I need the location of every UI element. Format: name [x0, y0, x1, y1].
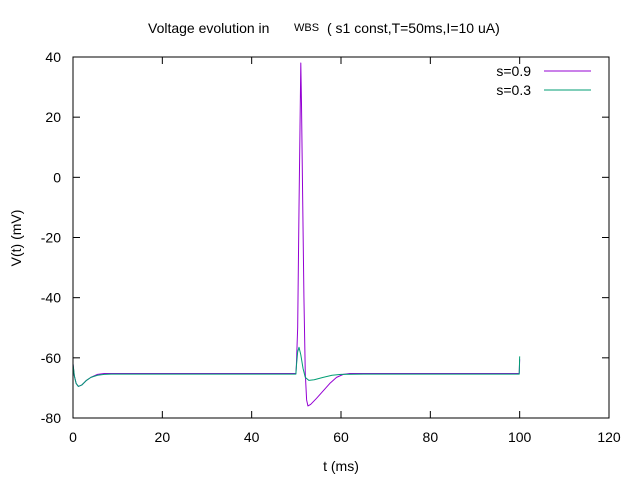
plot-frame	[72, 56, 610, 419]
x-tick-label: 80	[423, 429, 439, 445]
x-tick-label: 100	[508, 429, 532, 445]
x-tick-label: 60	[333, 429, 349, 445]
y-tick-label: -80	[41, 410, 61, 426]
series-line-2	[73, 346, 521, 387]
tick-layer: 0 20 40 60 80 100 120 -80 -60 -40 -20 0 20 40	[41, 49, 621, 445]
legend-label: s=0.9	[496, 63, 531, 79]
chart-title: Voltage evolution in WBS ( s1 const,T=50…	[148, 20, 500, 36]
x-tick-label: 20	[155, 429, 171, 445]
x-tick-label: 0	[69, 429, 77, 445]
y-tick-label: 40	[45, 49, 61, 65]
y-tick-label: -60	[41, 350, 61, 366]
y-tick-label: 0	[53, 169, 61, 185]
series-layer	[73, 62, 521, 407]
chart-title-rest: ( s1 const,T=50ms,I=10 uA)	[327, 20, 500, 36]
chart-title-subscript: WBS	[294, 22, 319, 34]
y-axis-label: V(t) (mV)	[8, 210, 24, 267]
legend-label: s=0.3	[496, 82, 531, 98]
y-tick-label: -40	[41, 290, 61, 306]
x-axis-label: t (ms)	[323, 458, 359, 474]
chart-title-main: Voltage evolution in	[148, 20, 269, 36]
y-tick-label: -20	[41, 230, 61, 246]
x-tick-label: 40	[244, 429, 260, 445]
y-tick-label: 20	[45, 109, 61, 125]
x-tick-label: 120	[597, 429, 621, 445]
legend: s=0.9 s=0.3	[496, 63, 591, 98]
